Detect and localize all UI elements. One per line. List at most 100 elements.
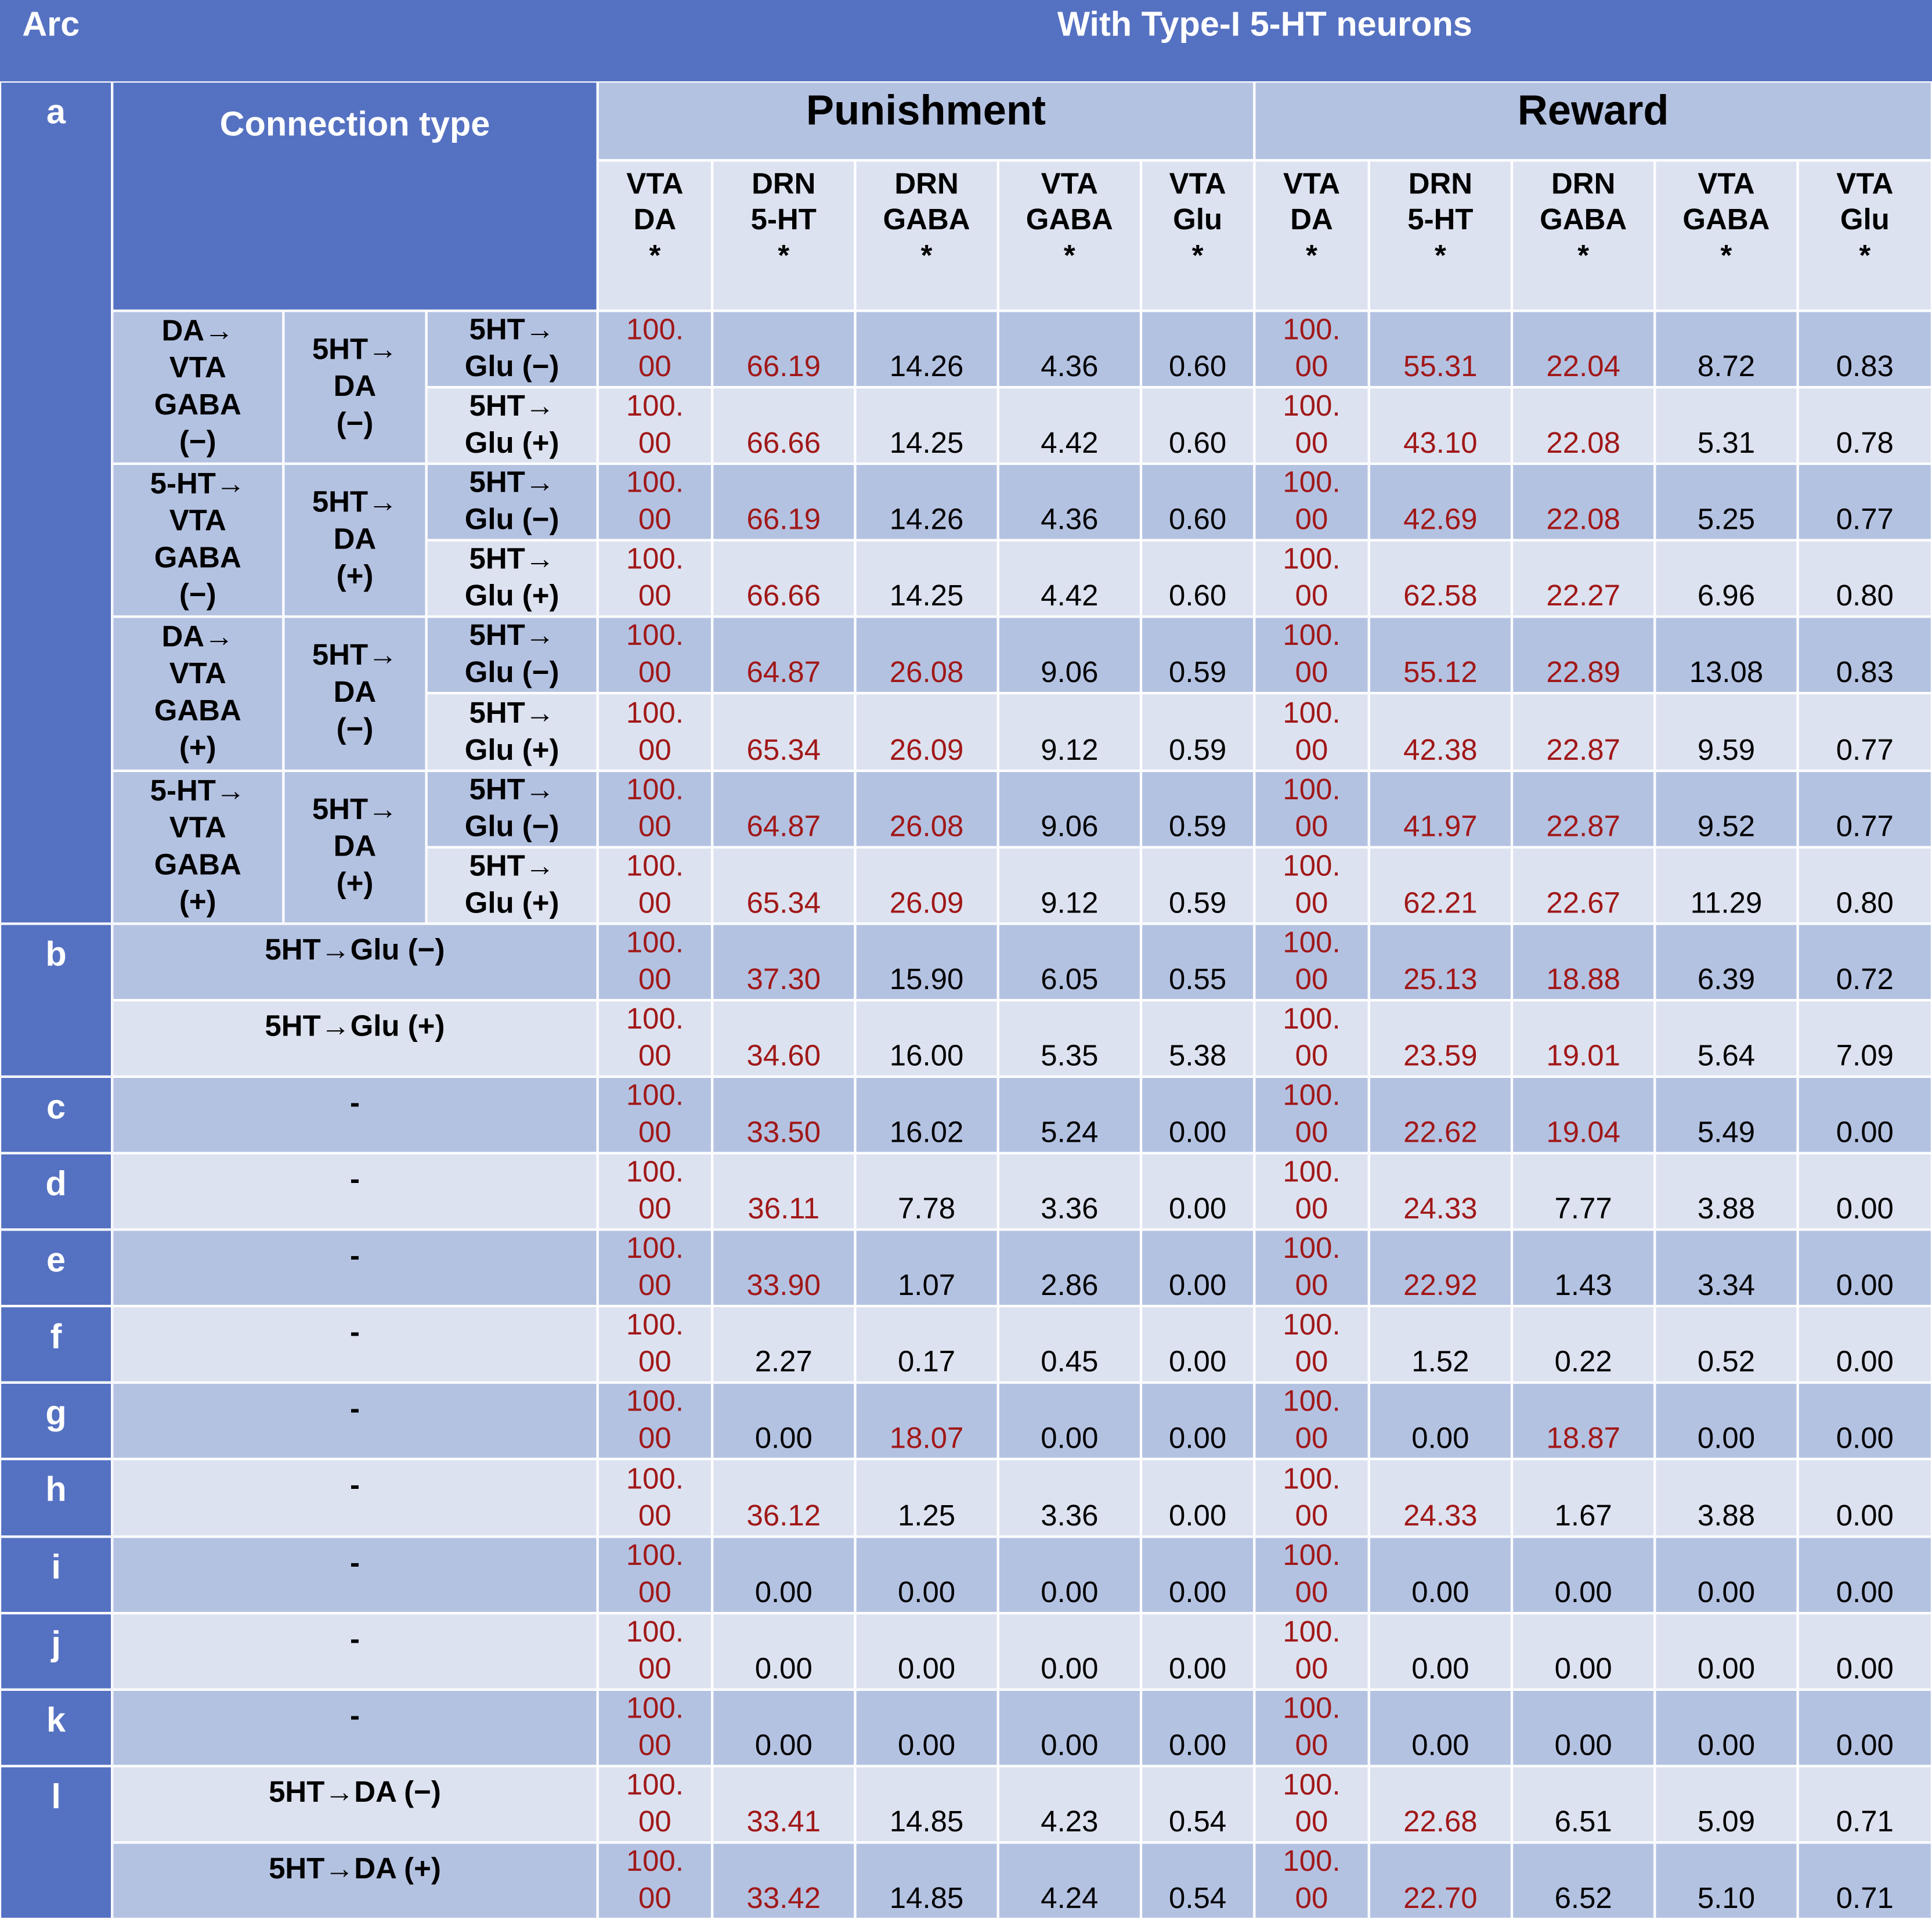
value: 0.00: [1041, 1575, 1099, 1609]
value-cell: 26.08: [855, 617, 998, 694]
value-cell: 100.00: [1254, 1153, 1369, 1230]
value-cell: 24.33: [1368, 1459, 1512, 1536]
value: 100.00: [1283, 1462, 1341, 1532]
value: 15.90: [889, 963, 964, 997]
value: 55.12: [1403, 656, 1478, 690]
value: 100.00: [1283, 1156, 1341, 1227]
value-cell: 0.00: [998, 1536, 1141, 1613]
value: 24.33: [1403, 1499, 1478, 1532]
arc-label: g: [0, 1383, 113, 1460]
value-cell: 6.05: [998, 923, 1141, 1000]
value-cell: 26.09: [855, 694, 998, 770]
value: 41.97: [1403, 810, 1478, 843]
value: 0.00: [1836, 1346, 1894, 1380]
value: 18.87: [1546, 1422, 1620, 1456]
column-header: DRN GABA *: [855, 160, 998, 311]
value: 3.88: [1697, 1192, 1756, 1227]
column-header-line: *: [1306, 239, 1317, 273]
value-cell: 100.00: [597, 1000, 713, 1077]
value: 5.64: [1697, 1039, 1756, 1073]
value: 100.00: [626, 1615, 684, 1686]
value: 0.00: [1169, 1499, 1227, 1532]
connection-cell: 5HT→Glu (+): [426, 846, 598, 924]
connection-cell: -: [112, 1306, 598, 1383]
value-cell: 66.66: [712, 387, 855, 464]
value-cell: 2.86: [998, 1229, 1141, 1307]
value-cell: 14.26: [855, 464, 998, 541]
value-cell: 55.12: [1368, 617, 1512, 694]
value: 64.87: [746, 656, 821, 690]
column-header: VTA DA *: [597, 160, 713, 311]
value: 26.09: [889, 733, 964, 767]
connection-cell: 5HT→Glu (−): [426, 311, 598, 388]
value-cell: 0.00: [1655, 1613, 1798, 1690]
value-cell: 0.00: [712, 1689, 855, 1766]
value-cell: 100.00: [597, 1229, 713, 1307]
value: 66.19: [746, 350, 821, 384]
value-cell: 100.00: [1254, 1842, 1369, 1919]
column-header-line: GABA: [1682, 203, 1770, 237]
value-cell: 100.00: [597, 1076, 713, 1153]
group-header: Punishment: [597, 81, 1255, 161]
value: 100.00: [1283, 619, 1341, 690]
value: 18.88: [1546, 963, 1620, 997]
value: 0.00: [1697, 1729, 1756, 1762]
value: 62.21: [1403, 886, 1478, 920]
value: 0.00: [1836, 1652, 1894, 1686]
value: 100.00: [626, 696, 684, 767]
value: 0.60: [1169, 350, 1227, 384]
value: 4.24: [1041, 1882, 1099, 1916]
value: 0.52: [1697, 1346, 1756, 1380]
source-line: GABA: [154, 542, 241, 575]
value-cell: 0.00: [1140, 1153, 1255, 1230]
value-cell: 0.77: [1797, 770, 1932, 847]
value-cell: 0.00: [1140, 1383, 1255, 1460]
connection-line: 5HT→: [469, 849, 555, 883]
value-cell: 0.22: [1512, 1306, 1655, 1383]
arc-label: d: [0, 1153, 113, 1230]
value-cell: 0.83: [1797, 311, 1932, 388]
value-cell: 100.00: [1254, 1306, 1369, 1383]
value-cell: 0.54: [1140, 1766, 1255, 1843]
value-cell: 0.00: [1368, 1613, 1512, 1690]
arc-label: a: [0, 81, 113, 924]
value-cell: 5.64: [1655, 1000, 1798, 1077]
value: 7.09: [1836, 1039, 1894, 1073]
value-cell: 0.00: [1368, 1536, 1512, 1613]
source-line: GABA: [154, 848, 241, 882]
value: 100.00: [1283, 313, 1341, 384]
connection-line: 5HT→: [469, 773, 555, 806]
connection-cell: -: [112, 1613, 598, 1690]
value-cell: 1.52: [1368, 1306, 1512, 1383]
value: 65.34: [746, 733, 821, 767]
value: 100.00: [1283, 1002, 1341, 1073]
value: 14.26: [889, 350, 964, 384]
value: 100.00: [626, 1462, 684, 1532]
value-cell: 9.06: [998, 617, 1141, 694]
value-cell: 0.00: [1797, 1689, 1932, 1766]
value: 100.00: [626, 313, 684, 384]
value: 66.66: [746, 427, 821, 460]
value-cell: 41.97: [1368, 770, 1512, 847]
value: 100.00: [1283, 1538, 1341, 1609]
value: 100.00: [626, 1308, 684, 1380]
value-cell: 4.42: [998, 540, 1141, 618]
value-cell: 0.52: [1655, 1306, 1798, 1383]
value: 26.09: [889, 886, 964, 920]
value-cell: 33.41: [712, 1766, 855, 1843]
value: 100.00: [626, 1079, 684, 1150]
value: 0.00: [754, 1422, 812, 1456]
value: 22.27: [1546, 580, 1620, 614]
value: 4.23: [1041, 1805, 1099, 1839]
column-header-line: *: [1859, 239, 1871, 273]
value-cell: 0.80: [1797, 540, 1932, 618]
value: 25.13: [1403, 963, 1478, 997]
value-cell: 0.00: [1140, 1459, 1255, 1536]
value-cell: 1.25: [855, 1459, 998, 1536]
value: 22.70: [1403, 1882, 1478, 1916]
value: 6.05: [1041, 963, 1099, 997]
value: 0.00: [754, 1652, 812, 1686]
value: 0.00: [897, 1575, 956, 1609]
value: 4.36: [1041, 503, 1099, 537]
